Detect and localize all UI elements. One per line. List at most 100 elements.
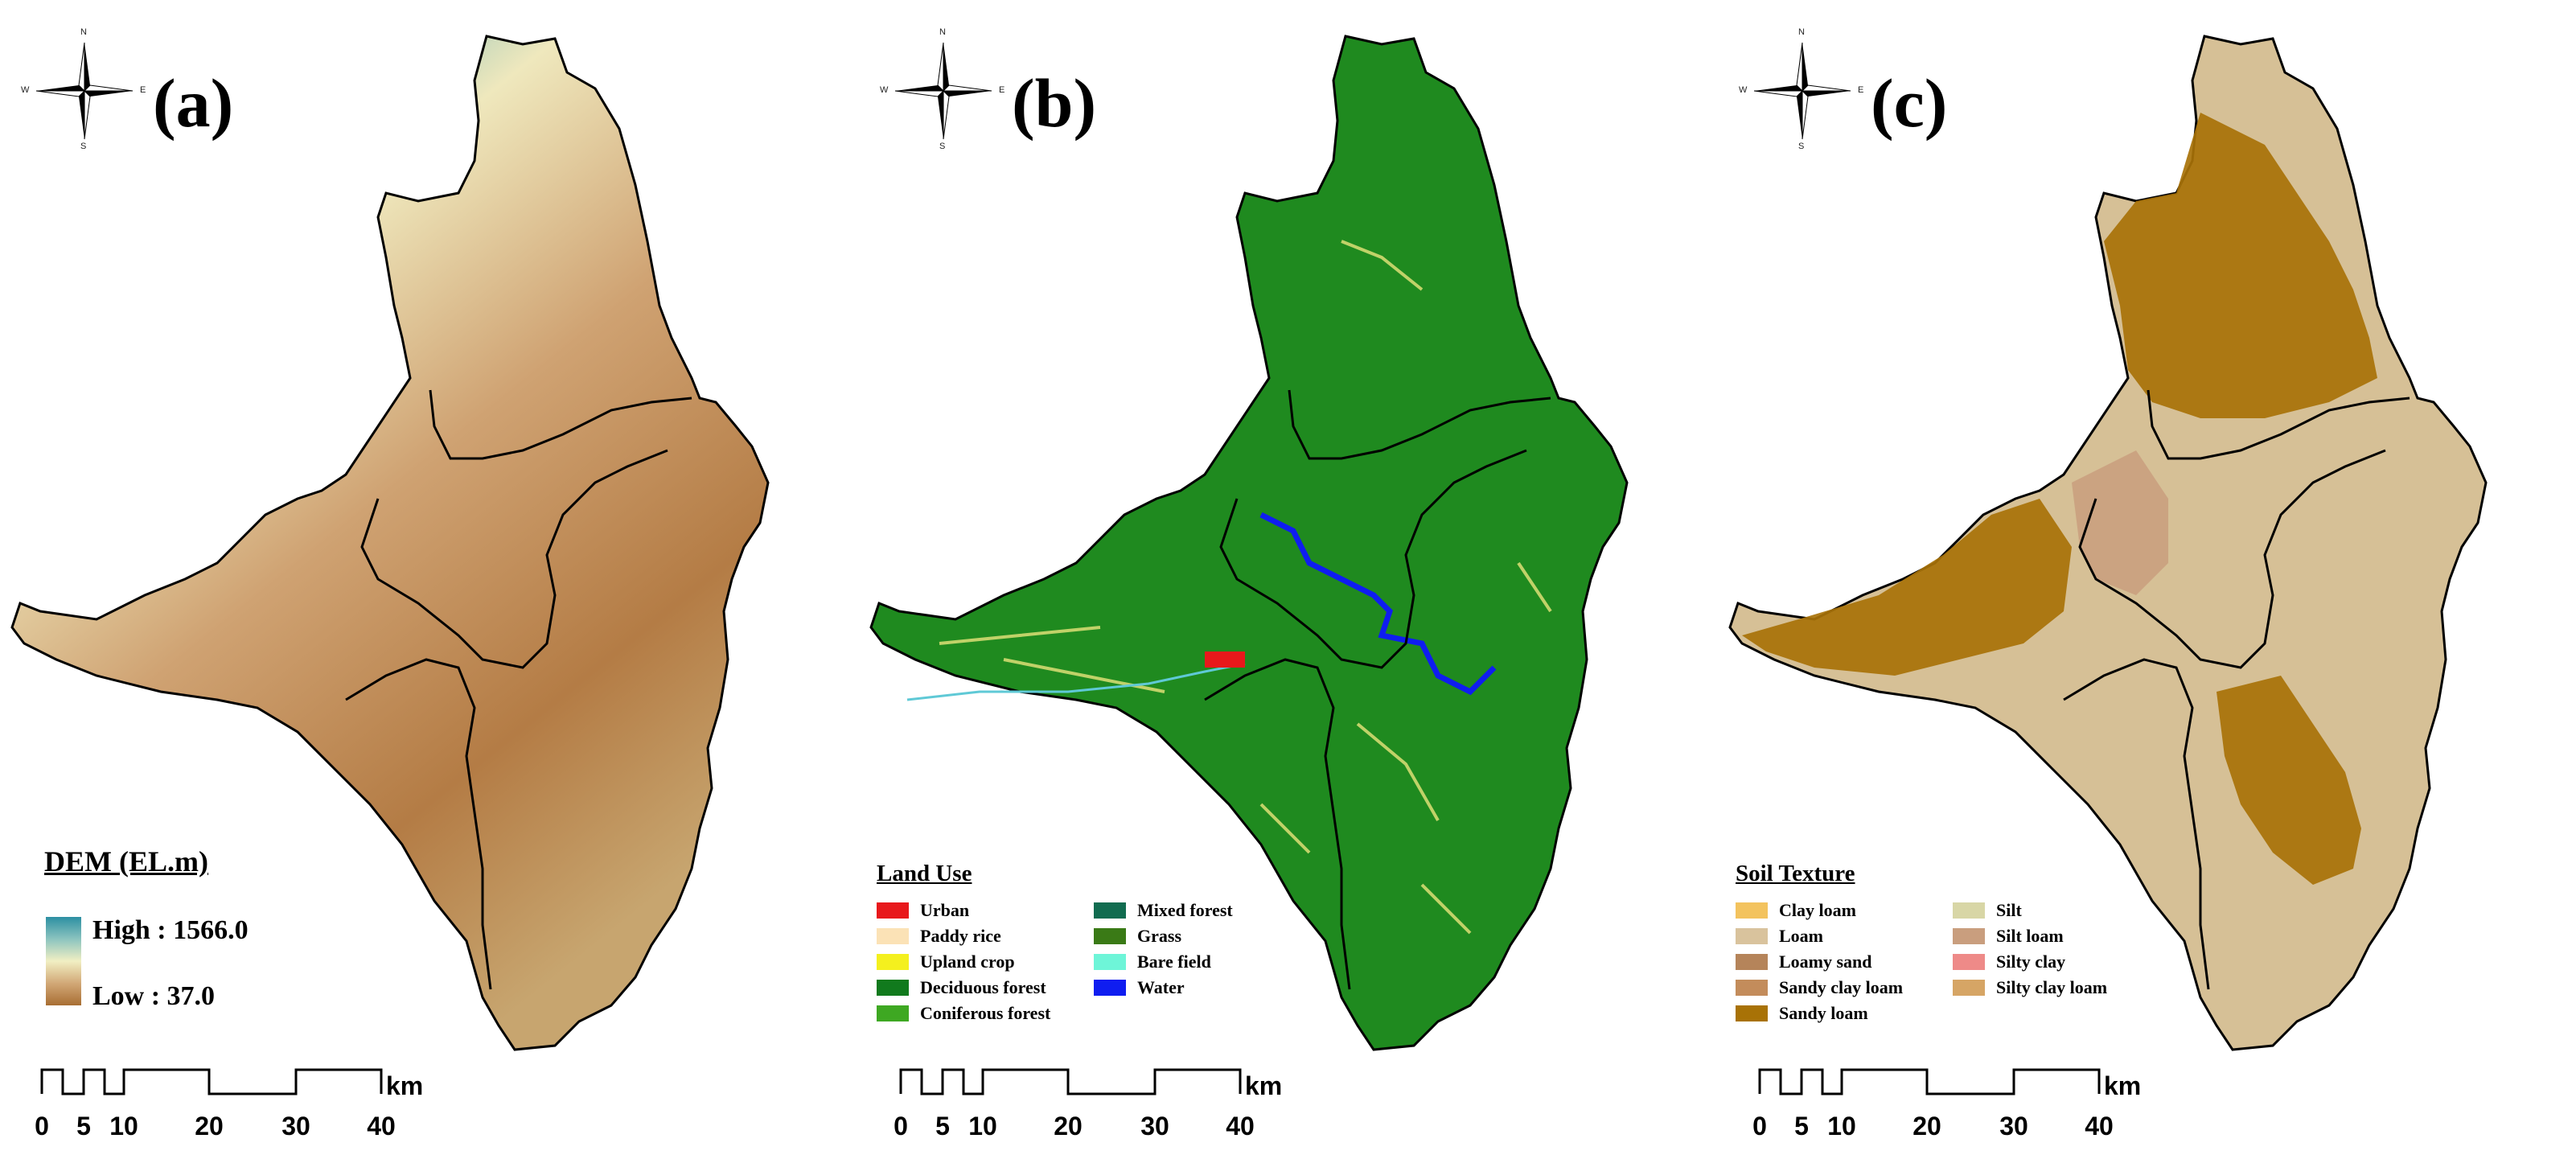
land-use-legend-label: Upland crop — [920, 952, 1015, 972]
soil-texture-legend-item: Silt — [1953, 900, 2170, 921]
compass-south: S — [1798, 142, 1805, 151]
silt-loam-zone — [2072, 450, 2168, 595]
basin-outline — [869, 35, 1629, 1051]
scale-tick-30: 30 — [1999, 1112, 2028, 1141]
dem-legend: DEM (EL.m) High : 1566.0 Low : 37.0 — [44, 845, 249, 1011]
scale-tick-30: 30 — [281, 1112, 310, 1141]
compass-rose-icon: N S E W — [21, 27, 146, 151]
panel-label-c: (c) — [1871, 64, 1948, 142]
subbasin-boundary — [429, 389, 692, 460]
scale-tick-40: 40 — [2085, 1112, 2114, 1141]
compass-east: E — [140, 85, 146, 95]
land-use-swatch — [1094, 980, 1126, 996]
subbasin-boundary — [1204, 658, 1351, 990]
scale-tick-20: 20 — [1054, 1112, 1083, 1141]
land-use-legend-item: Bare field — [1094, 952, 1311, 972]
dem-gradient-swatch — [46, 917, 81, 1005]
land-use-swatch — [1094, 954, 1126, 970]
soil-texture-legend-label: Silty clay — [1996, 952, 2066, 972]
scale-tick-0: 0 — [894, 1112, 908, 1141]
scale-tick-10: 10 — [968, 1112, 997, 1141]
dem-legend-title: DEM (EL.m) — [44, 845, 208, 878]
land-use-map — [869, 35, 1629, 1051]
land-use-swatch — [1094, 902, 1126, 919]
land-use-legend-label: Paddy rice — [920, 926, 1001, 946]
soil-texture-swatch — [1953, 928, 1985, 944]
scale-unit: km — [1245, 1071, 1283, 1100]
soil-texture-swatch — [1953, 980, 1985, 996]
land-use-legend-item: Water — [1094, 977, 1311, 998]
scale-bar-graphic — [1758, 1068, 2101, 1095]
soil-texture-legend-item: Loam — [1736, 926, 1953, 947]
panel-label-a: (a) — [153, 64, 234, 142]
land-use-legend-item: Mixed forest — [1094, 900, 1311, 921]
scale-tick-10: 10 — [109, 1112, 138, 1141]
scale-bar-graphic — [40, 1068, 383, 1095]
compass-west: W — [880, 85, 889, 95]
soil-texture-legend-items: Clay loam Silt Loam Silt loam Loamy sand Silt… — [1736, 900, 2170, 1024]
land-use-legend-label: Water — [1137, 977, 1185, 997]
sandy-loam-zone — [1742, 499, 2072, 676]
compass-west: W — [21, 85, 30, 95]
scale-bar: 0 5 10 20 30 40 km — [894, 1054, 1282, 1142]
scale-bar: 0 5 10 20 30 40 km — [1752, 1054, 2141, 1142]
soil-texture-legend-item: Sandy clay loam — [1736, 977, 1953, 998]
land-use-swatch — [877, 954, 909, 970]
sandy-loam-zone — [2217, 676, 2361, 885]
scale-bar: 0 5 10 20 30 40 km — [35, 1054, 423, 1142]
compass-south: S — [80, 142, 87, 151]
subbasin-boundary — [360, 449, 668, 669]
land-use-legend-item: Coniferous forest — [877, 1003, 1094, 1024]
soil-texture-swatch — [1736, 980, 1768, 996]
soil-texture-legend-item: Sandy loam — [1736, 1003, 1953, 1024]
soil-texture-legend-label: Silt — [1996, 900, 2022, 920]
dem-high-label: High : 1566.0 — [92, 915, 249, 945]
land-use-legend-items: Urban Mixed forest Paddy rice Grass Upland c… — [877, 900, 1311, 1024]
sandy-loam-zone — [2104, 113, 2377, 418]
scale-tick-0: 0 — [35, 1112, 49, 1141]
compass-north: N — [939, 27, 946, 37]
compass-west: W — [1739, 85, 1748, 95]
soil-texture-swatch — [1953, 954, 1985, 970]
land-use-legend-label: Deciduous forest — [920, 977, 1046, 997]
scale-unit: km — [386, 1071, 424, 1100]
subbasin-boundary — [2078, 449, 2386, 669]
soil-texture-swatch — [1736, 928, 1768, 944]
scale-tick-5: 5 — [76, 1112, 91, 1141]
basin-outline — [10, 35, 770, 1051]
land-use-swatch — [877, 980, 909, 996]
scale-tick-20: 20 — [195, 1112, 224, 1141]
soil-texture-legend-label: Silty clay loam — [1996, 977, 2108, 997]
land-use-legend-label: Coniferous forest — [920, 1003, 1051, 1023]
scale-bar-graphic — [899, 1068, 1242, 1095]
land-use-legend-item: Urban — [877, 900, 1094, 921]
soil-texture-legend-item: Loamy sand — [1736, 952, 1953, 972]
soil-texture-legend-label: Sandy clay loam — [1779, 977, 1904, 997]
land-use-swatch — [1094, 928, 1126, 944]
compass-east: E — [1858, 85, 1864, 95]
panel-land-use: N S E W (b) Land Use Urban Mixed forest Pa… — [859, 0, 1717, 1155]
subbasin-boundary — [1219, 449, 1527, 669]
soil-texture-swatch — [1736, 1005, 1768, 1021]
soil-texture-legend-label: Sandy loam — [1779, 1003, 1868, 1023]
land-use-legend-item: Upland crop — [877, 952, 1094, 972]
land-use-swatch — [877, 902, 909, 919]
scale-unit: km — [2104, 1071, 2142, 1100]
scale-tick-30: 30 — [1140, 1112, 1169, 1141]
soil-texture-legend-label: Loam — [1779, 926, 1823, 946]
upland-crop-patches — [939, 240, 1552, 935]
panel-label-b: (b) — [1012, 64, 1097, 142]
land-use-legend-item: Paddy rice — [877, 926, 1094, 947]
soil-texture-legend-title: Soil Texture — [1736, 861, 1855, 886]
scale-tick-10: 10 — [1827, 1112, 1856, 1141]
scale-tick-40: 40 — [367, 1112, 396, 1141]
compass-rose-icon: N S E W — [1739, 27, 1863, 151]
land-use-legend-label: Urban — [920, 900, 970, 920]
soil-texture-swatch — [1736, 954, 1768, 970]
compass-rose-icon: N S E W — [880, 27, 1005, 151]
soil-texture-legend-item: Silt loam — [1953, 926, 2170, 947]
land-use-swatch — [877, 1005, 909, 1021]
land-use-legend-label: Mixed forest — [1137, 900, 1233, 920]
subbasin-boundary — [1288, 389, 1551, 460]
urban-area — [1205, 651, 1245, 668]
